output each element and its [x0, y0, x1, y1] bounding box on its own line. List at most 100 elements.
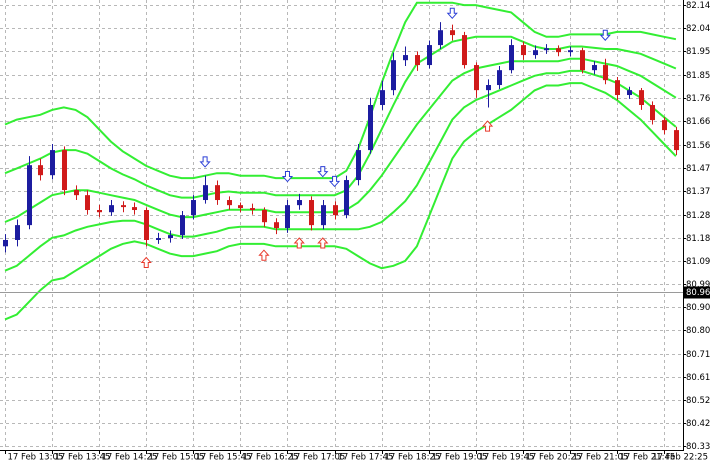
candle-body	[15, 225, 20, 240]
buy-arrow	[258, 249, 270, 261]
x-tick-label: 17 Feb 16:25	[243, 453, 299, 463]
x-tick-label: 17 Feb 18:25	[385, 453, 441, 463]
x-tick-label: 17 Feb 15:45	[196, 453, 252, 463]
candle-body	[368, 105, 373, 151]
candle-body	[62, 150, 67, 191]
candle-body	[38, 165, 43, 176]
candle-body	[474, 65, 479, 91]
plot-area	[0, 1, 683, 321]
candle-body	[639, 90, 644, 106]
candle-body	[380, 90, 385, 106]
candle-body	[144, 210, 149, 240]
x-tick-label: 17 Feb 19:45	[479, 453, 535, 463]
candle-body	[238, 205, 243, 209]
candle-body	[132, 207, 137, 211]
candle-body	[321, 205, 326, 226]
y-tick-label: 81.090	[686, 257, 710, 267]
candle-body	[180, 215, 185, 236]
candle-body	[521, 45, 526, 56]
sell-arrow	[317, 166, 329, 178]
candle-body	[262, 210, 267, 223]
candle-body	[285, 205, 290, 229]
candle-body	[50, 150, 55, 176]
candle-body	[533, 50, 538, 56]
grid	[0, 0, 683, 450]
candle-body	[191, 200, 196, 216]
candle-body	[509, 45, 514, 71]
candle-body	[403, 55, 408, 61]
candle-body	[97, 210, 102, 213]
candle-body	[615, 80, 620, 96]
y-tick-label: 80.520	[686, 396, 710, 406]
buy-arrow	[140, 256, 152, 268]
candle-body	[156, 238, 161, 240]
candle-body	[462, 35, 467, 66]
candle-body	[203, 185, 208, 201]
x-tick-label: 17 Feb 13:45	[55, 453, 111, 463]
y-tick-label: 82.045	[686, 24, 710, 34]
candle-body	[356, 150, 361, 181]
y-tick-label: 80.615	[686, 373, 710, 383]
candle-body	[497, 70, 502, 86]
y-tick-label: 81.185	[686, 234, 710, 244]
candle-body	[603, 65, 608, 81]
y-tick-label: 81.760	[686, 94, 710, 104]
x-tick-label: 17 Feb 21:45	[620, 453, 676, 463]
x-tick-label: 17 Feb 19:05	[432, 453, 488, 463]
x-tick-label: 17 Feb 14:25	[102, 453, 158, 463]
current-price-box	[684, 286, 710, 299]
x-tick-label: 17 Feb 15:05	[149, 453, 205, 463]
candle-body	[344, 180, 349, 216]
candle-body	[297, 200, 302, 206]
candle-body	[27, 165, 32, 226]
band-line	[4, 69, 677, 272]
y-tick-label: 81.855	[686, 71, 710, 81]
candle-body	[662, 120, 667, 131]
candle-body	[215, 185, 220, 201]
band-line	[4, 1, 677, 180]
candle-body	[627, 90, 632, 96]
candle-body	[674, 130, 679, 151]
sell-arrow	[446, 7, 458, 20]
candle-body	[3, 239, 8, 247]
y-tick-label: 81.665	[686, 117, 710, 127]
y-tick-label: 81.950	[686, 47, 710, 57]
band-line	[4, 57, 677, 223]
candle-body	[568, 50, 573, 53]
band-line	[4, 35, 677, 199]
x-tick-label: 17 Feb 13:05	[8, 453, 64, 463]
candle-body	[333, 205, 338, 216]
candle-body	[250, 208, 255, 211]
y-tick-label: 80.710	[686, 350, 710, 360]
band-line	[4, 82, 677, 321]
candle-body	[168, 235, 173, 239]
y-tick-label: 80.900	[686, 303, 710, 313]
current-price-label: 80.961	[686, 288, 710, 298]
candle-body	[450, 30, 455, 36]
candle-body	[592, 65, 597, 71]
x-tick-label: 17 Feb 17:05	[290, 453, 346, 463]
y-tick-label: 80.425	[686, 419, 710, 429]
x-tick-label: 17 Feb 22:25	[652, 453, 708, 463]
candle-body	[427, 45, 432, 66]
candle-body	[74, 190, 79, 196]
candle-body	[309, 200, 314, 226]
buy-arrow	[481, 120, 494, 132]
candle-body	[391, 60, 396, 91]
candle-body	[438, 30, 443, 46]
y-tick-label: 81.565	[686, 141, 710, 151]
candle-body	[580, 50, 585, 71]
candle-body	[486, 85, 491, 91]
sell-arrow	[328, 175, 341, 188]
candle-body	[415, 55, 420, 66]
buy-arrow	[293, 237, 305, 249]
x-tick-label: 17 Feb 21:05	[573, 453, 629, 463]
candle-body	[227, 200, 232, 206]
candle-body	[109, 205, 114, 213]
candle-body	[274, 222, 279, 229]
axes: 82.140 82.045 81.950 81.855 81.760 81.665 81.5…	[5, 1, 710, 463]
y-tick-label: 80.330	[686, 442, 710, 452]
sell-arrow	[281, 171, 294, 183]
y-tick-label: 82.140	[686, 1, 710, 11]
